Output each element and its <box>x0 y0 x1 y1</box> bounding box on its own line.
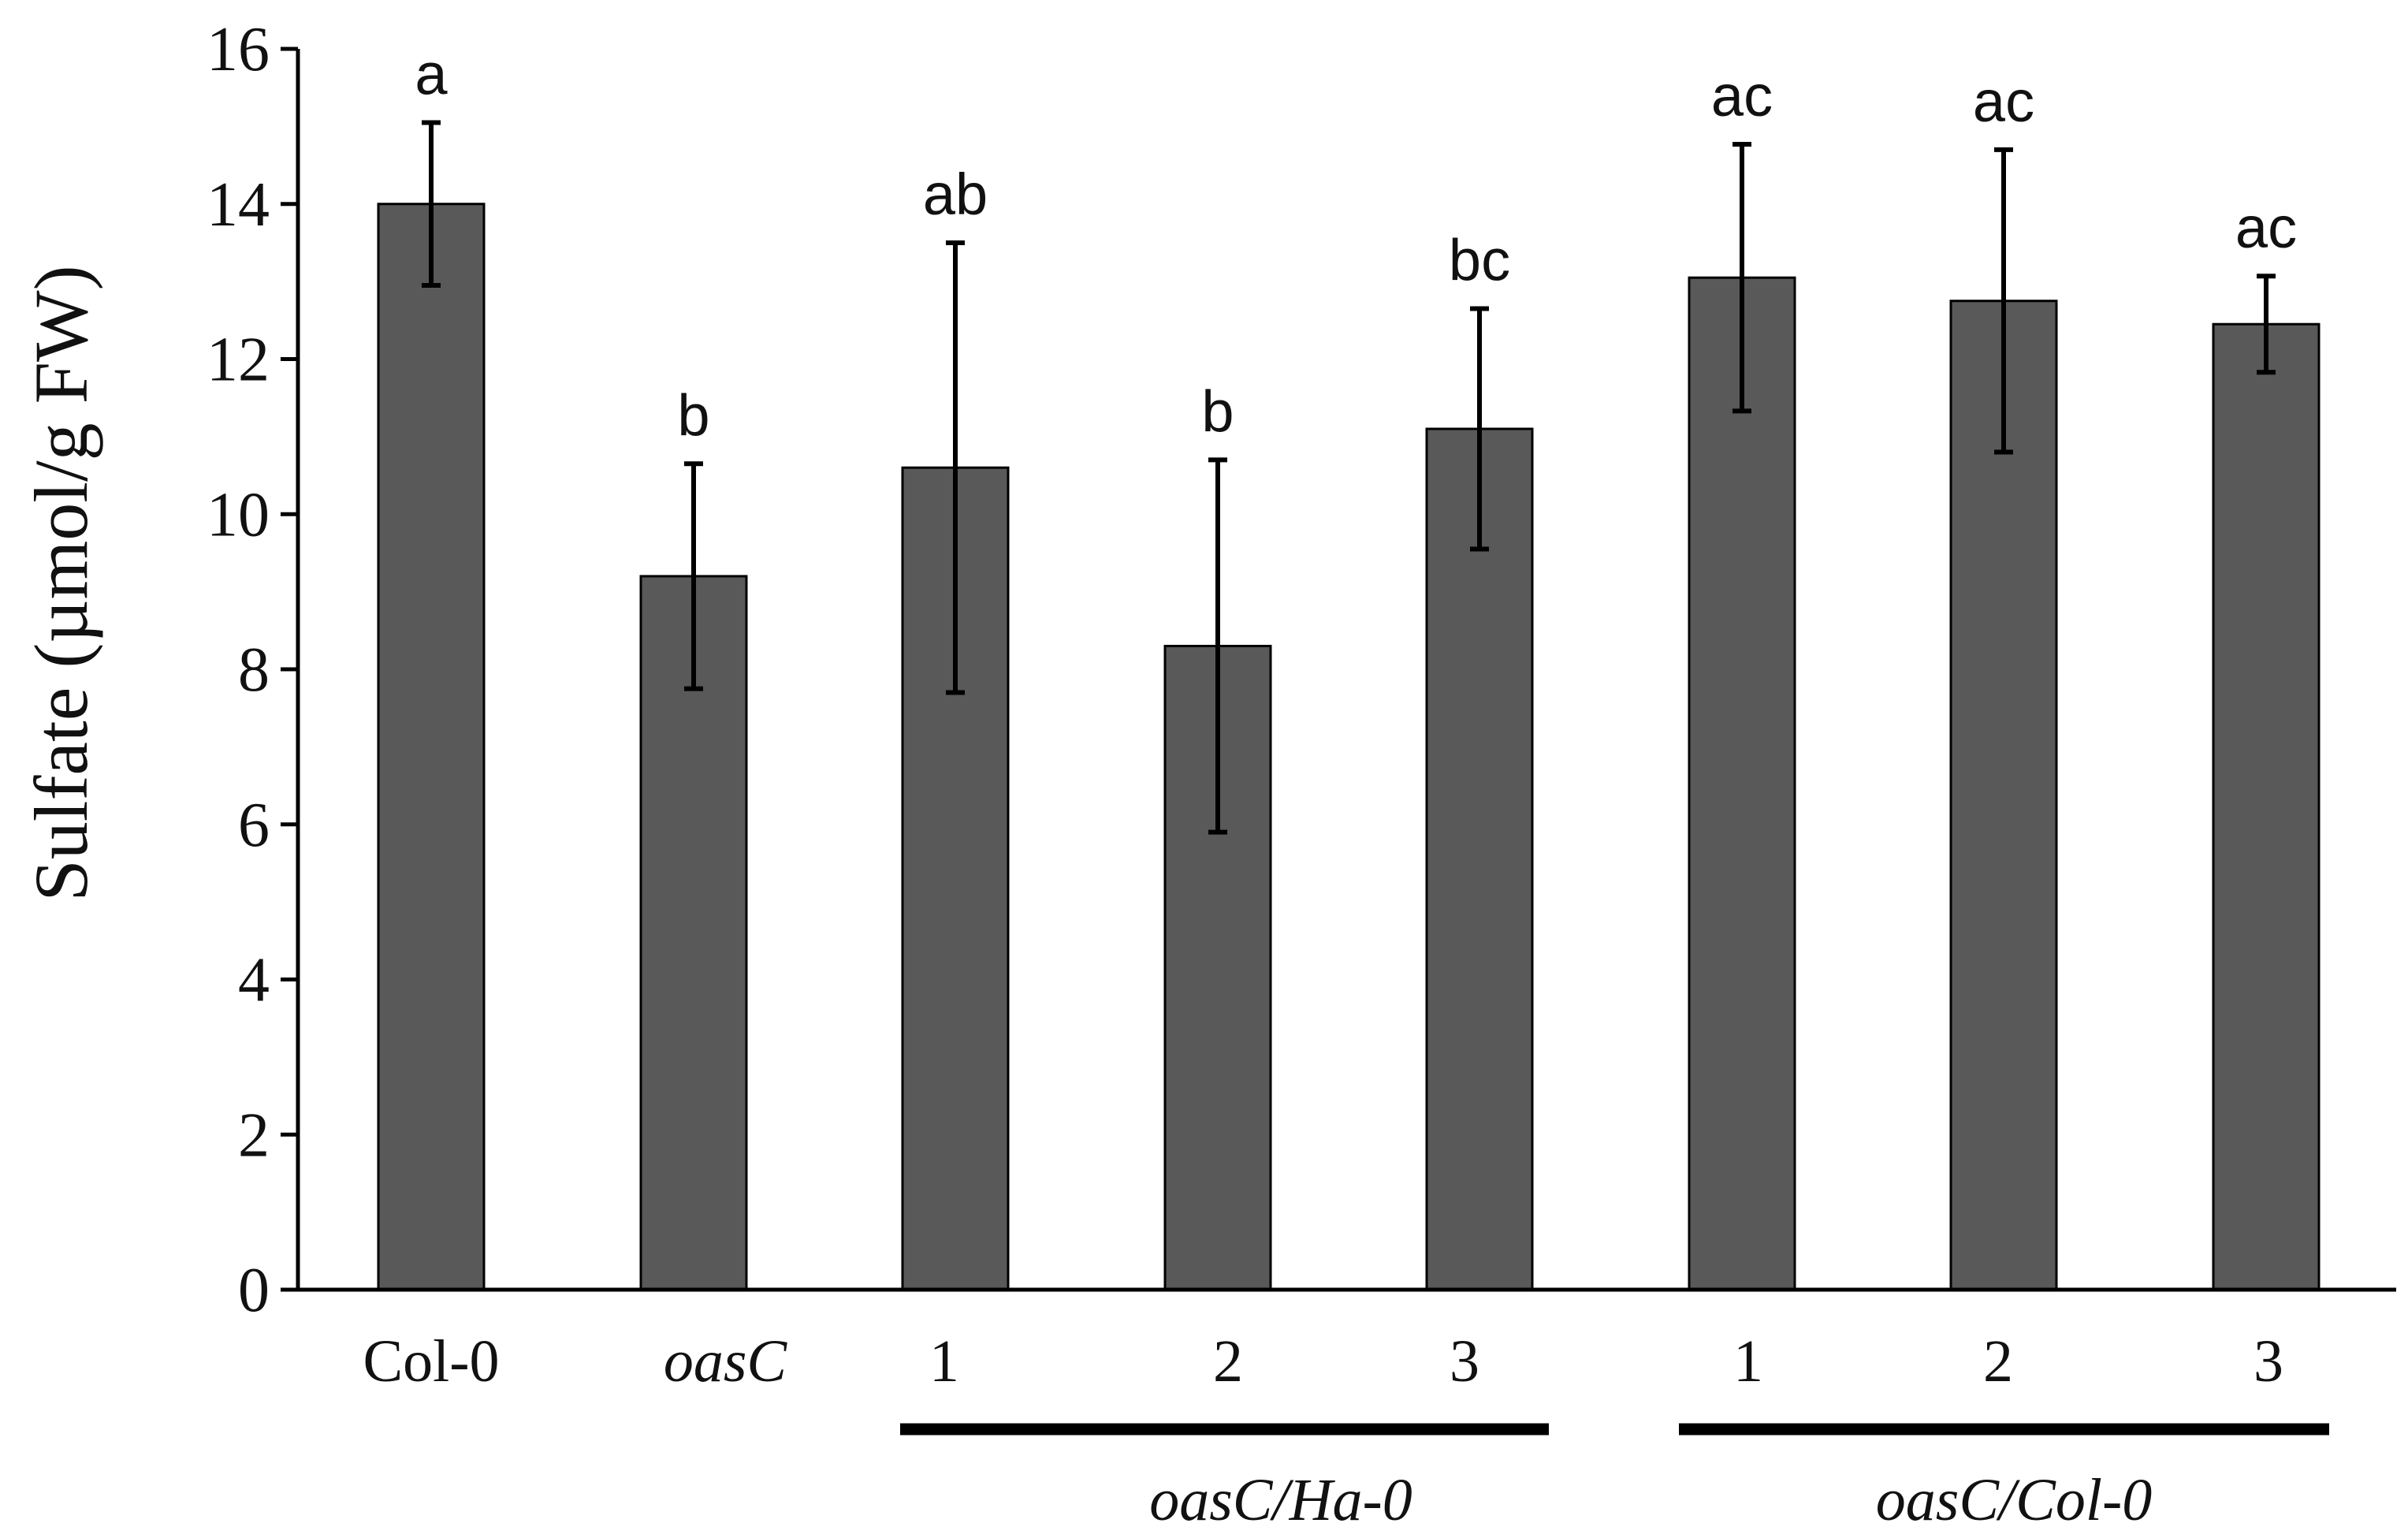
category-label: Col-0 <box>363 1328 499 1395</box>
error-bars <box>422 120 2276 835</box>
bars <box>377 203 2321 1291</box>
bar <box>1425 427 1534 1291</box>
category-label: 2 <box>1213 1328 1243 1395</box>
bar <box>377 203 486 1291</box>
category-label: 2 <box>1983 1328 2013 1395</box>
significance-letter: ac <box>2235 195 2297 260</box>
significance-letter: a <box>415 41 448 106</box>
significance-letter: b <box>1201 378 1234 444</box>
group-label: oasC/Col-0 <box>1876 1467 2153 1533</box>
significance-letter: bc <box>1449 228 1510 293</box>
y-axis-label: Sulfate (µmol/g FW) <box>19 265 103 901</box>
category-label: 3 <box>2254 1328 2283 1395</box>
y-tick-label: 4 <box>238 946 270 1015</box>
bar <box>1688 276 1796 1291</box>
x-category-labels: Col-0 oasC 1 2 3 1 2 3 <box>363 1328 2283 1395</box>
group-brackets: oasC/Ha-0 oasC/Col-0 <box>900 1423 2329 1533</box>
category-label: oasC <box>664 1328 788 1395</box>
y-tick-label: 16 <box>207 15 270 84</box>
category-label: 1 <box>1733 1328 1763 1395</box>
significance-letter: ac <box>1973 69 2034 134</box>
group-label: oasC/Ha-0 <box>1149 1467 1412 1533</box>
axes <box>296 49 2396 1292</box>
significance-letter: b <box>677 382 709 448</box>
category-label: 1 <box>929 1328 959 1395</box>
y-tick-label: 2 <box>238 1100 270 1170</box>
bar <box>2212 322 2321 1291</box>
y-tick-label: 10 <box>207 480 270 549</box>
category-label: 3 <box>1450 1328 1479 1395</box>
y-tick-label: 12 <box>207 326 270 395</box>
y-tick-label: 8 <box>238 635 270 705</box>
significance-letter: ab <box>923 162 988 227</box>
y-ticks: 0 2 4 6 8 10 12 14 16 <box>207 15 298 1325</box>
significance-letter: ac <box>1711 63 1773 128</box>
y-tick-label: 0 <box>238 1256 270 1325</box>
bar <box>639 575 748 1291</box>
y-tick-label: 14 <box>207 170 270 240</box>
y-tick-label: 6 <box>238 791 270 860</box>
